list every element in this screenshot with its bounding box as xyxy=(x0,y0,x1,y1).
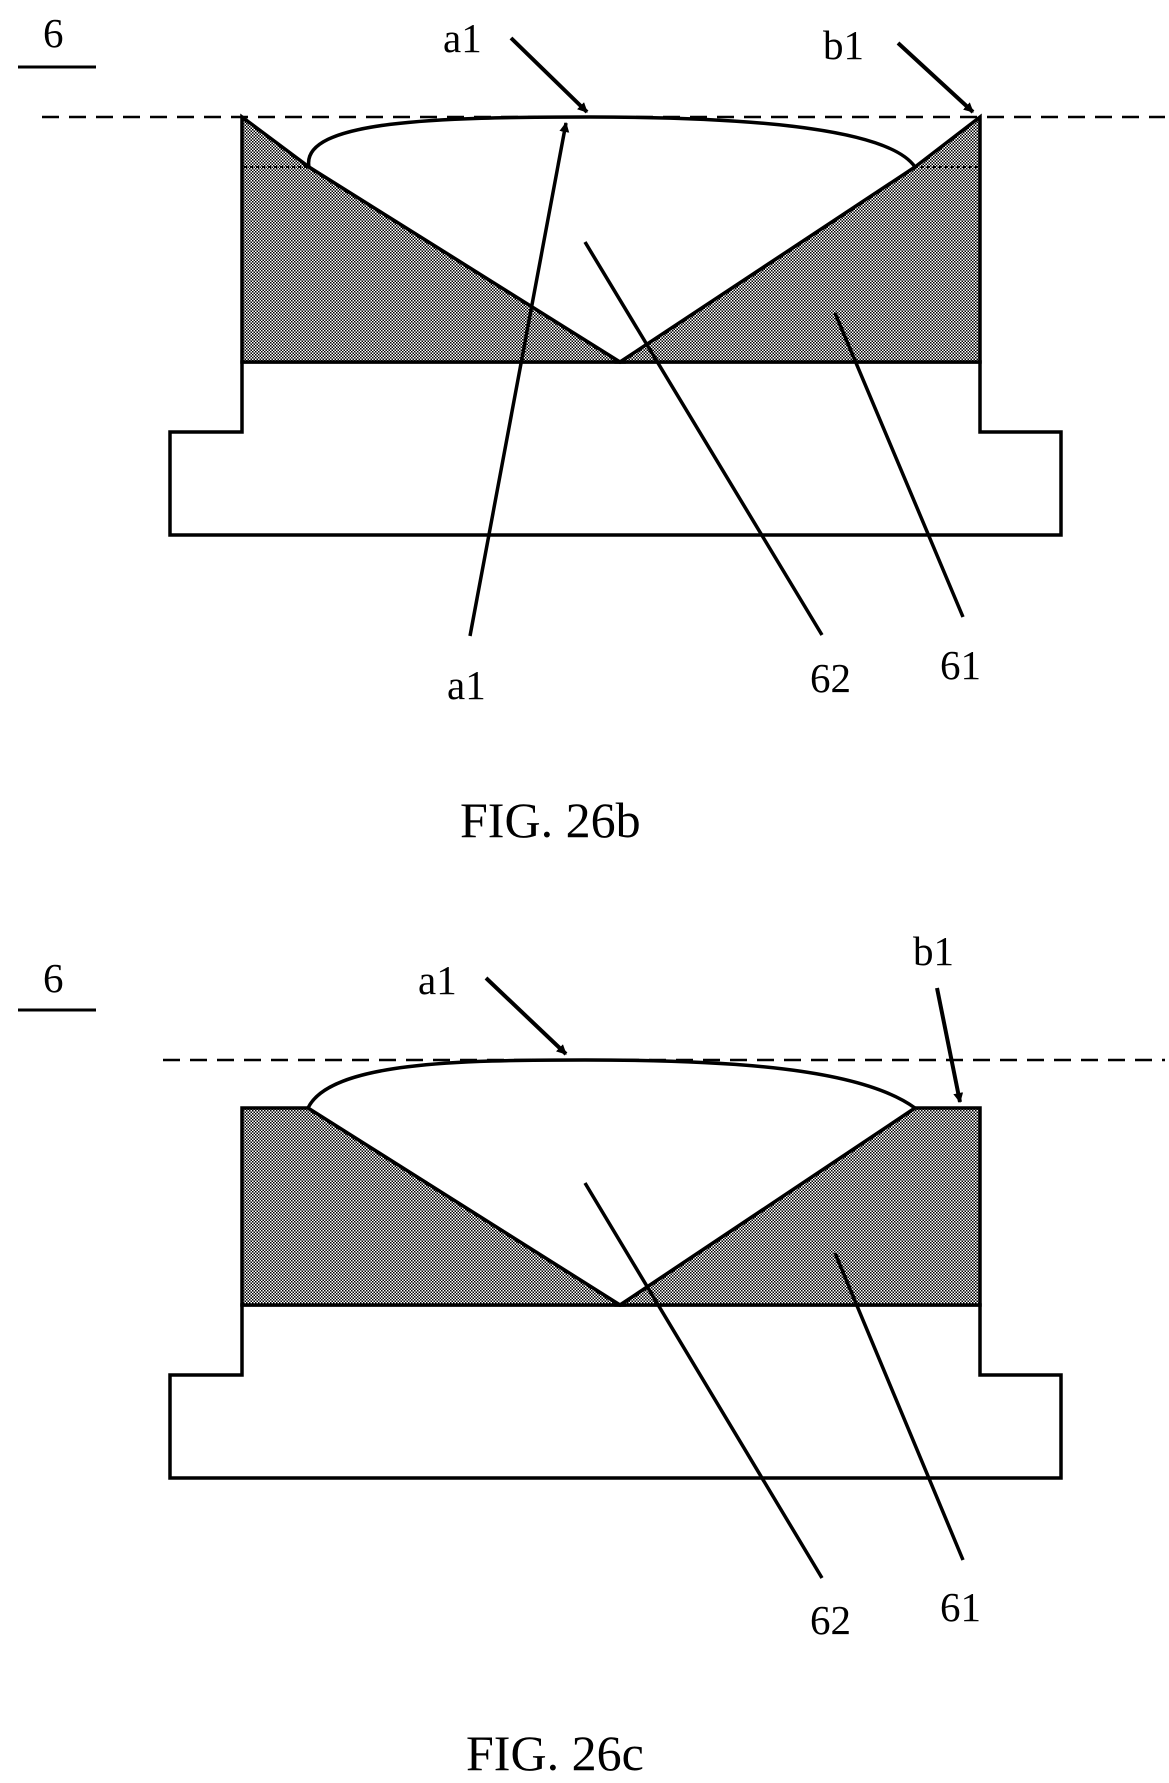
figure-caption: FIG. 26b xyxy=(460,792,641,848)
label-a1-top: a1 xyxy=(443,15,482,61)
arrow-b1-top xyxy=(937,988,960,1102)
ref-numeral-6: 6 xyxy=(43,955,64,1001)
label-61: 61 xyxy=(940,1584,981,1630)
arrow-a1-top xyxy=(511,38,587,112)
label-b1-top: b1 xyxy=(913,928,954,974)
label-a1-bottom: a1 xyxy=(447,662,486,708)
figure-caption: FIG. 26c xyxy=(466,1725,644,1781)
figure-26b: 6 a1 b1 a1 62 61 FIG. 26b xyxy=(18,10,1165,848)
label-61: 61 xyxy=(940,642,981,688)
base-housing xyxy=(170,362,1061,535)
label-62: 62 xyxy=(810,655,851,701)
ref-numeral-6: 6 xyxy=(43,10,64,56)
label-a1-top: a1 xyxy=(418,957,457,1003)
base-housing xyxy=(170,1305,1061,1478)
label-b1-top: b1 xyxy=(823,22,864,68)
arrow-b1-top xyxy=(898,43,973,112)
figure-26c: 6 a1 b1 62 61 FIG. 26c xyxy=(18,928,1165,1781)
label-62: 62 xyxy=(810,1597,851,1643)
arrow-a1-top xyxy=(486,978,566,1054)
